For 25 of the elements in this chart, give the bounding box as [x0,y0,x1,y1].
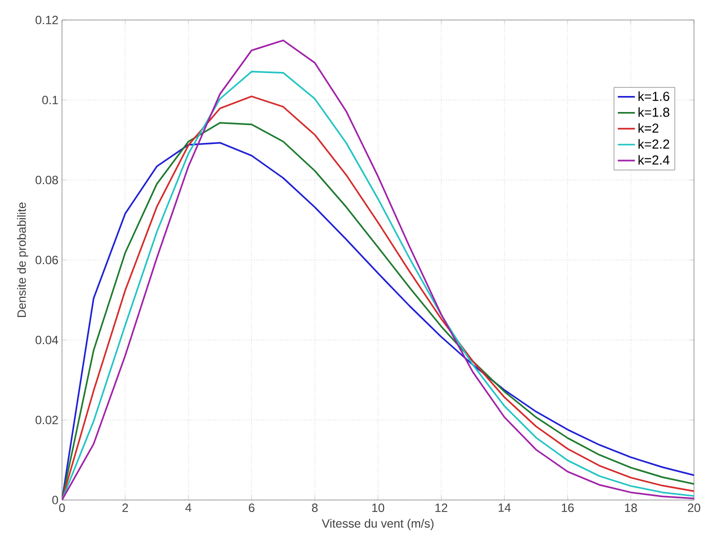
legend-label: k=2.4 [638,155,670,164]
x-tick-label: 20 [688,504,700,512]
y-tick-label: 0.06 [36,256,58,264]
x-tick-label: 16 [562,504,574,512]
y-tick-label: 0 [52,496,58,504]
x-axis-title: Vitesse du vent (m/s) [322,518,434,530]
legend-label: k=2.2 [638,139,670,149]
x-tick-label: 4 [185,504,192,512]
y-axis-title: Densite de probabilite [17,202,28,318]
legend-label: k=1.6 [638,91,670,101]
y-tick-label: 0.02 [36,416,58,424]
x-tick-label: 14 [498,504,511,512]
x-tick-label: 10 [372,504,384,512]
x-tick-label: 2 [122,504,128,512]
x-tick-label: 0 [59,504,65,512]
x-tick-label: 6 [248,504,254,512]
y-tick-label: 0.08 [36,176,58,184]
x-tick-label: 8 [312,504,318,512]
legend-label: k=2 [638,123,658,133]
y-tick-label: 0.04 [36,336,58,344]
y-tick-label: 0.1 [42,96,58,104]
legend-label: k=1.8 [638,107,670,117]
x-tick-label: 12 [435,504,448,512]
x-tick-label: 18 [625,504,637,512]
y-tick-label: 0.12 [36,16,58,24]
